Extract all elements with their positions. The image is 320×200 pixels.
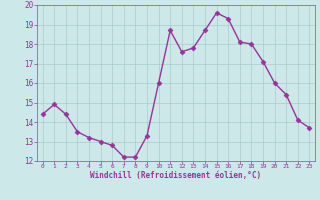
X-axis label: Windchill (Refroidissement éolien,°C): Windchill (Refroidissement éolien,°C) [91, 171, 261, 180]
